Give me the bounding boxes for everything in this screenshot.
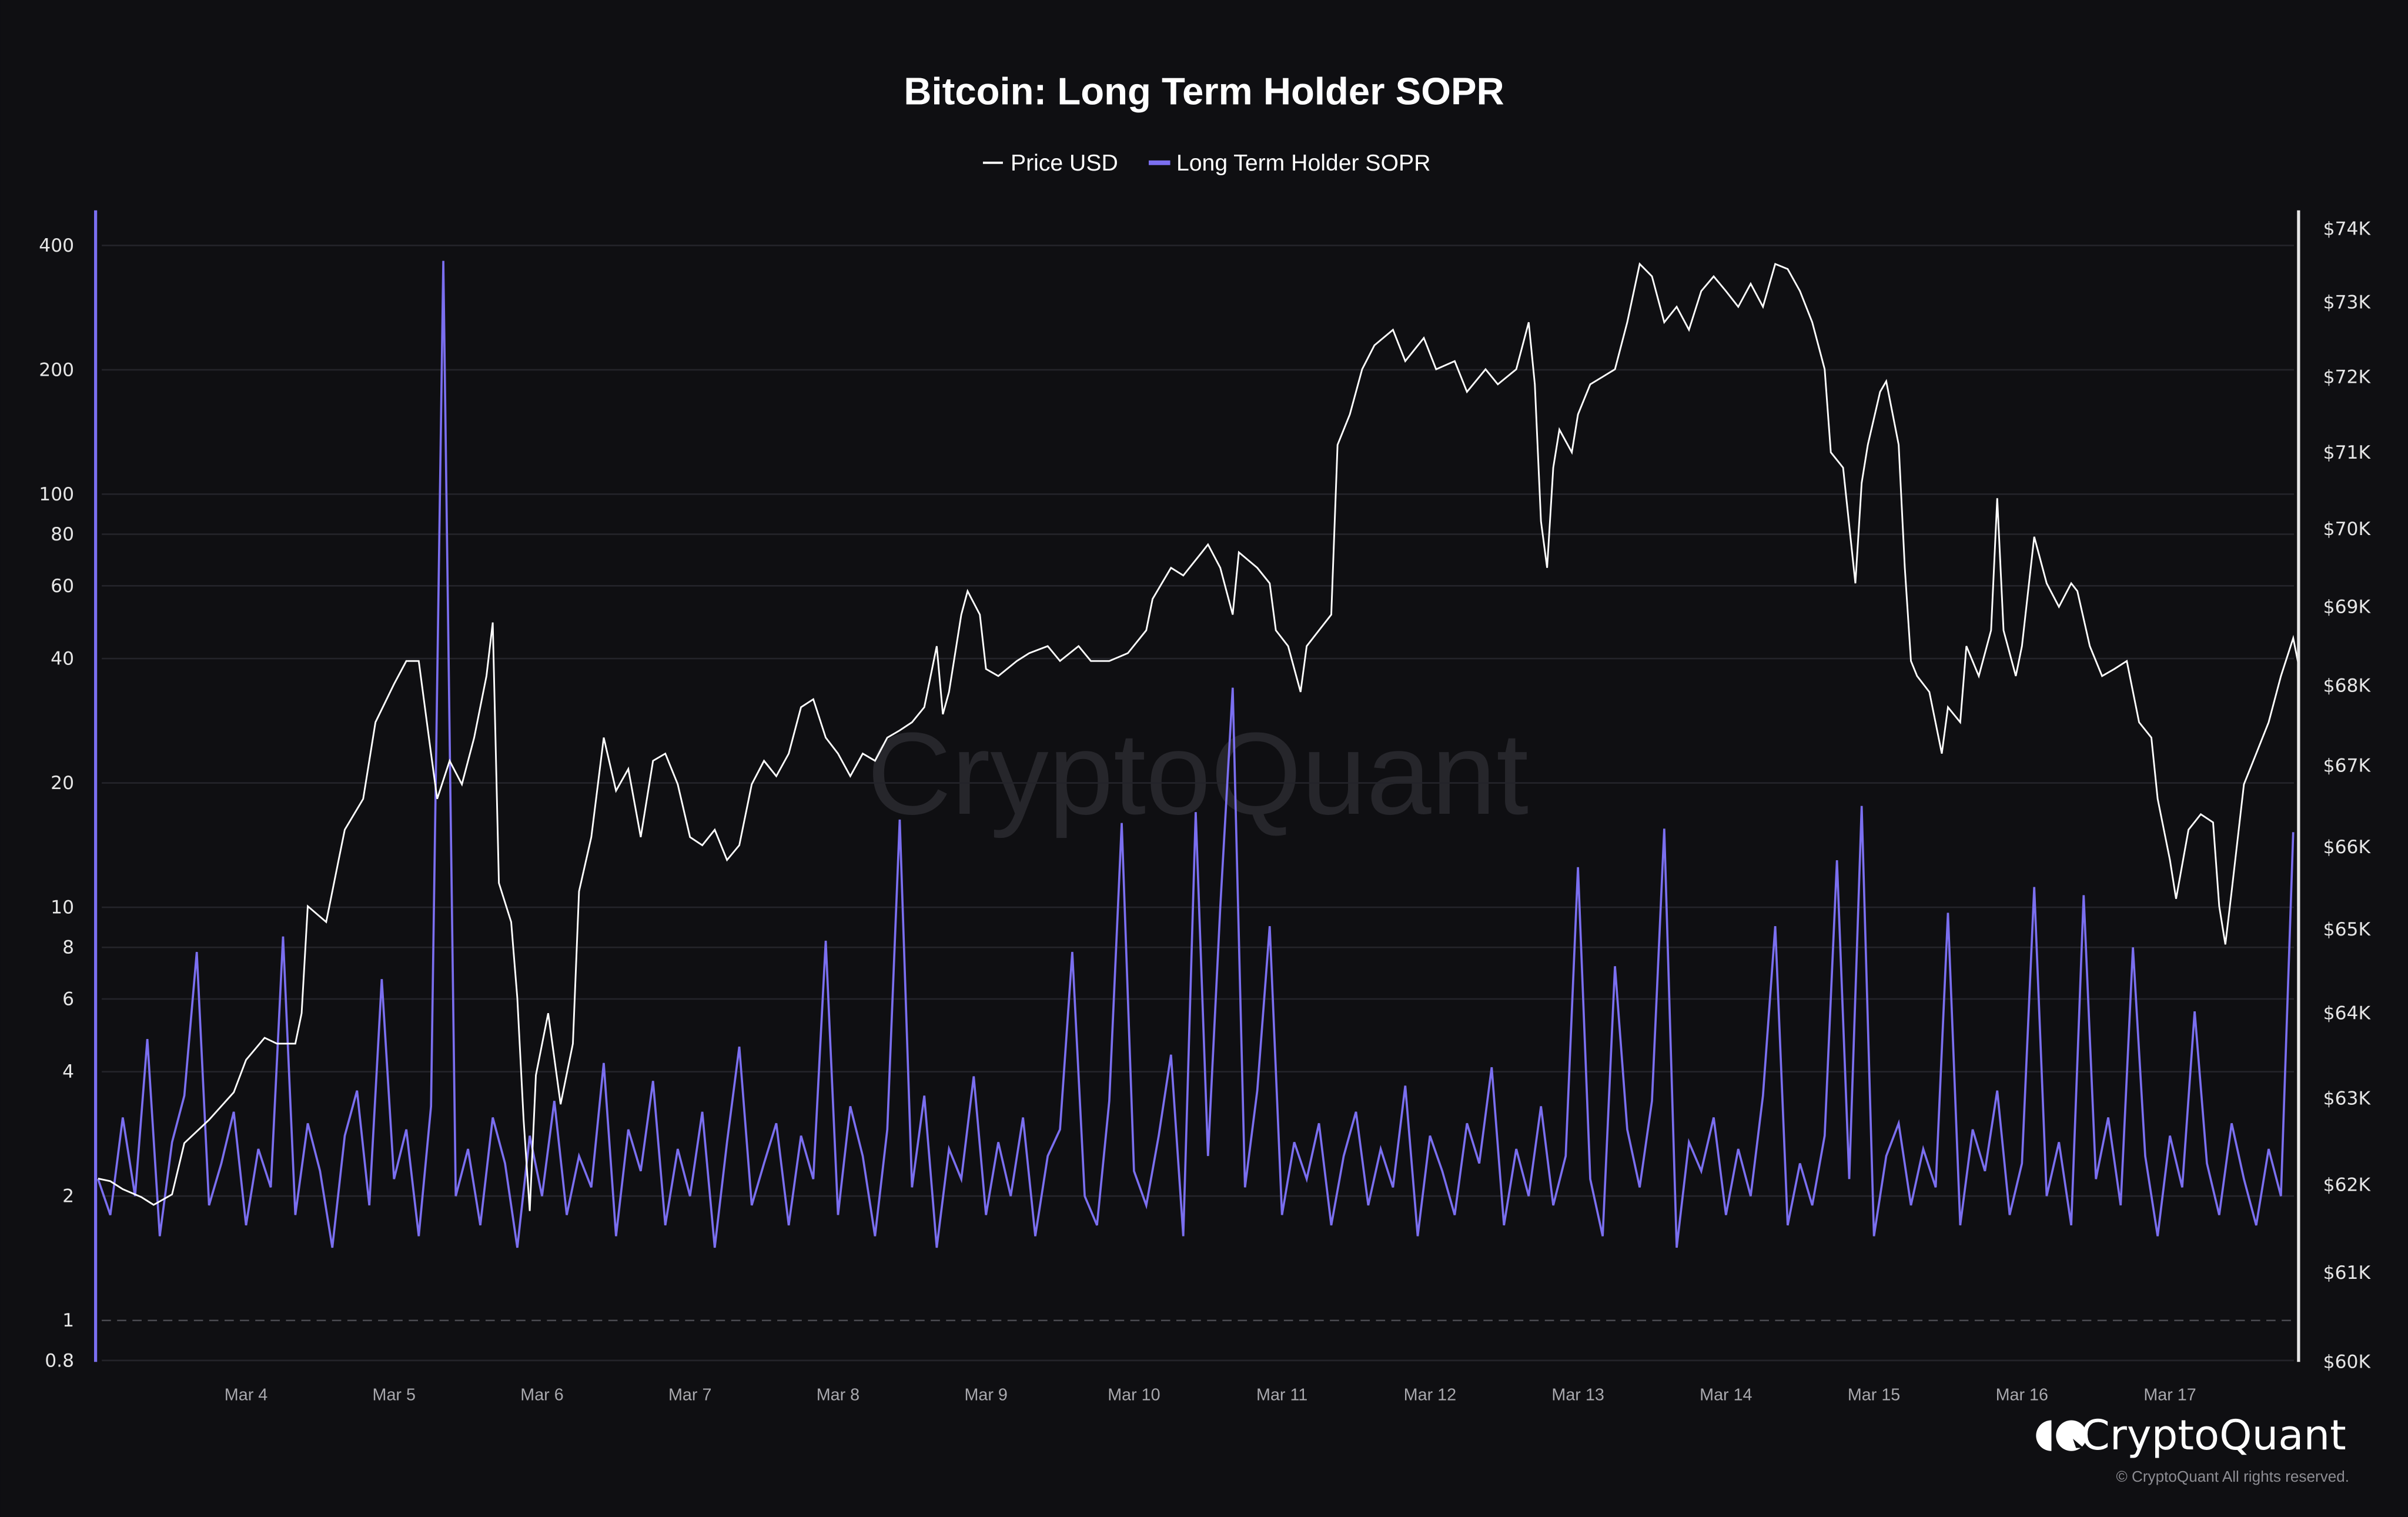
right-tick-label: $68K [2323,676,2372,697]
right-tick-label: $67K [2323,756,2372,777]
x-tick-label: Mar 17 [2143,1386,2196,1405]
x-axis-ticks: Mar 4 Mar 5 Mar 6 Mar 7 Mar 8 Mar 9 Mar 10 Mar … [225,1386,2196,1405]
right-tick-label: $64K [2323,1003,2372,1024]
left-tick-label: 60 [51,576,74,597]
right-tick-label: $62K [2323,1174,2372,1195]
chart-title: Bitcoin: Long Term Holder SOPR [904,70,1504,113]
x-tick-label: Mar 8 [817,1386,859,1405]
legend-item-price[interactable]: Price USD [982,151,1118,176]
x-tick-label: Mar 7 [668,1386,711,1405]
left-tick-label: 0.8 [45,1350,74,1371]
left-tick-label: 400 [39,235,74,256]
footer-brand: CryptoQuant [2081,1411,2346,1459]
legend-item-sopr[interactable]: Long Term Holder SOPR [1148,151,1430,176]
right-tick-label: $65K [2323,919,2372,940]
left-tick-label: 20 [51,773,74,794]
watermark: CryptoQuant [867,709,1529,839]
right-tick-label: $73K [2323,292,2372,313]
x-tick-label: Mar 15 [1848,1386,1900,1405]
legend-sopr-label: Long Term Holder SOPR [1176,151,1430,176]
x-tick-label: Mar 11 [1256,1386,1307,1405]
legend-price-label: Price USD [1011,151,1118,176]
left-tick-label: 8 [62,937,74,958]
price-points [98,263,2300,1211]
x-tick-label: Mar 9 [964,1386,1007,1405]
left-axis-ticks: 400 200 100 80 60 40 20 10 8 6 4 2 1 0.8 [39,235,74,1371]
x-tick-label: Mar 4 [225,1386,267,1405]
right-tick-label: $70K [2323,519,2372,540]
left-tick-label: 100 [39,484,74,505]
cryptoquant-logo-icon [2036,1420,2052,1451]
right-tick-label: $60K [2323,1352,2372,1373]
legend: Price USD Long Term Holder SOPR [982,151,1430,176]
right-tick-label: $71K [2323,442,2372,463]
right-tick-label: $66K [2323,837,2372,858]
cryptoquant-logo-q-icon [2056,1420,2087,1451]
sopr-series-line [97,260,2295,1248]
x-tick-label: Mar 14 [1700,1386,1752,1405]
price-series-line [98,262,2300,1211]
x-tick-label: Mar 5 [373,1386,416,1405]
x-tick-label: Mar 16 [1996,1386,2048,1405]
left-tick-label: 6 [62,988,74,1010]
grid [102,245,2295,1362]
x-tick-label: Mar 10 [1108,1386,1160,1405]
sopr-points [98,260,2293,1248]
right-tick-label: $61K [2323,1262,2372,1284]
right-tick-label: $74K [2323,219,2372,240]
left-tick-label: 2 [62,1186,74,1207]
right-axis-ticks: $74K $73K $72K $71K $70K $69K $68K $67K $66K $65K… [2323,219,2372,1373]
left-tick-label: 4 [62,1061,74,1082]
left-tick-label: 10 [51,897,74,918]
footer-logo: CryptoQuant © CryptoQuant All rights res… [2036,1411,2349,1485]
x-tick-label: Mar 13 [1551,1386,1604,1405]
left-tick-label: 200 [39,359,74,380]
left-tick-label: 80 [51,524,74,545]
right-tick-label: $63K [2323,1088,2372,1109]
left-tick-label: 1 [62,1310,74,1331]
footer-copyright: © CryptoQuant All rights reserved. [2116,1468,2350,1485]
right-tick-label: $69K [2323,596,2372,617]
left-tick-label: 40 [51,649,74,670]
x-tick-label: Mar 6 [520,1386,563,1405]
right-tick-label: $72K [2323,366,2372,387]
x-tick-label: Mar 12 [1404,1386,1456,1405]
